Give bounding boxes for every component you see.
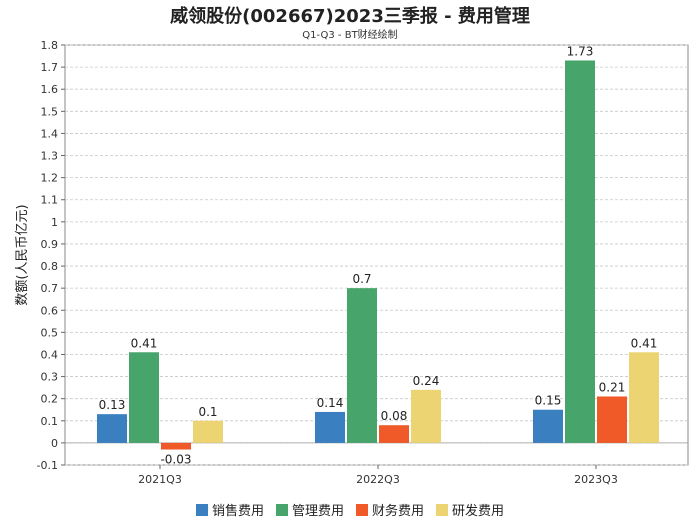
y-tick-label: 0.9 [41, 238, 59, 251]
bar [379, 425, 409, 443]
bar [533, 409, 563, 443]
y-tick-label: 1.2 [41, 172, 59, 185]
legend-label: 财务费用 [372, 504, 425, 519]
legend-swatch [195, 503, 208, 516]
x-tick-label: 2023Q3 [574, 473, 618, 486]
data-label: 0.14 [317, 396, 344, 410]
data-label: 1.73 [567, 44, 594, 58]
chart-legend: 销售费用 管理费用 财务费用 研发费用 [0, 500, 700, 519]
data-label: 0.41 [131, 336, 158, 350]
legend-item: 管理费用 [275, 500, 344, 519]
data-label: 0.15 [535, 394, 562, 408]
data-label: 0.7 [352, 272, 371, 286]
bar [411, 389, 441, 443]
data-label: 0.41 [631, 336, 658, 350]
y-tick-label: 1.8 [41, 39, 59, 52]
legend-label: 管理费用 [291, 504, 344, 519]
y-tick-label: 1.3 [41, 150, 59, 163]
legend-swatch [356, 503, 368, 516]
y-tick-label: 0.3 [41, 371, 59, 384]
bar [97, 414, 127, 443]
y-tick-label: 0.7 [41, 282, 59, 295]
y-tick-label: 0.1 [41, 415, 59, 428]
y-tick-label: 1.7 [41, 61, 59, 74]
legend-label: 销售费用 [211, 504, 264, 519]
y-tick-label: 0.6 [41, 304, 59, 317]
legend-item: 财务费用 [356, 500, 424, 519]
data-label: 0.08 [381, 409, 408, 423]
y-tick-label: 0.5 [41, 326, 59, 339]
bar [129, 352, 159, 443]
y-tick-label: 1.1 [41, 194, 59, 207]
bar [347, 288, 377, 443]
y-tick-label: -0.1 [37, 459, 58, 472]
y-tick-label: 0.8 [41, 260, 59, 273]
y-tick-label: 0 [51, 437, 58, 450]
bar [597, 396, 627, 443]
legend-item: 销售费用 [195, 500, 264, 519]
y-tick-label: 1 [51, 216, 58, 229]
bar [629, 352, 659, 443]
data-label: -0.03 [160, 453, 191, 467]
data-label: 0.24 [413, 374, 440, 388]
x-tick-label: 2021Q3 [138, 473, 182, 486]
y-tick-label: 0.4 [41, 348, 59, 361]
chart-title: 威领股份(002667)2023三季报 - 费用管理 [170, 6, 530, 27]
legend-swatch [436, 503, 449, 516]
y-tick-label: 1.6 [41, 83, 59, 96]
bar [193, 420, 223, 443]
y-tick-label: 0.2 [41, 393, 59, 406]
bar [565, 60, 595, 443]
chart-subtitle: Q1-Q3 - BT财经绘制 [302, 30, 398, 41]
legend-item: 研发费用 [436, 500, 504, 519]
x-tick-label: 2022Q3 [356, 473, 400, 486]
y-axis-label: 数额(人民币亿元) [15, 204, 30, 305]
y-tick-label: 1.4 [41, 127, 59, 140]
bar [315, 411, 345, 443]
data-label: 0.21 [599, 380, 626, 394]
y-tick-label: 1.5 [41, 105, 59, 118]
legend-label: 研发费用 [452, 504, 505, 519]
bar [161, 442, 191, 450]
legend-swatch [275, 503, 288, 516]
data-label: 0.13 [99, 398, 126, 412]
data-label: 0.1 [198, 405, 217, 419]
